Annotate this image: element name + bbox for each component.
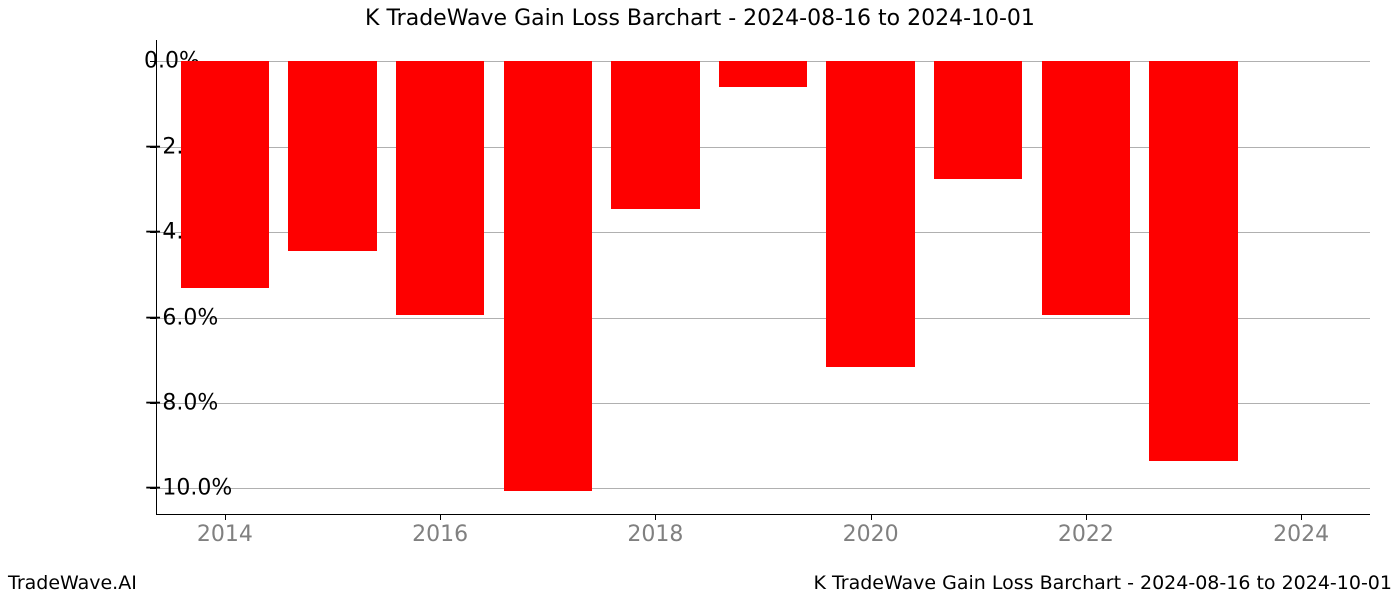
xtick-label: 2016 — [412, 522, 468, 547]
figure: K TradeWave Gain Loss Barchart - 2024-08… — [0, 0, 1400, 600]
xtick-label: 2022 — [1058, 522, 1114, 547]
bar — [1149, 61, 1237, 460]
bar — [719, 61, 807, 87]
axis-spine-bottom — [156, 514, 1370, 515]
xtick-label: 2020 — [843, 522, 899, 547]
axis-spine-left — [156, 40, 157, 514]
ytick-label: −10.0% — [144, 476, 232, 501]
bar — [288, 61, 376, 251]
bar — [934, 61, 1022, 178]
grid-line — [156, 488, 1370, 489]
xtick-label: 2014 — [197, 522, 253, 547]
xtick-label: 2018 — [627, 522, 683, 547]
bar — [396, 61, 484, 315]
bar — [826, 61, 914, 366]
bar — [1042, 61, 1130, 315]
bar — [181, 61, 269, 287]
footer-right-text: K TradeWave Gain Loss Barchart - 2024-08… — [813, 572, 1392, 594]
plot-area: 0.0%−2.0%−4.0%−6.0%−8.0%−10.0%2014201620… — [156, 40, 1370, 514]
xtick-label: 2024 — [1273, 522, 1329, 547]
bar — [611, 61, 699, 208]
footer-left-text: TradeWave.AI — [8, 572, 137, 594]
bar — [504, 61, 592, 490]
chart-title: K TradeWave Gain Loss Barchart - 2024-08… — [0, 6, 1400, 31]
